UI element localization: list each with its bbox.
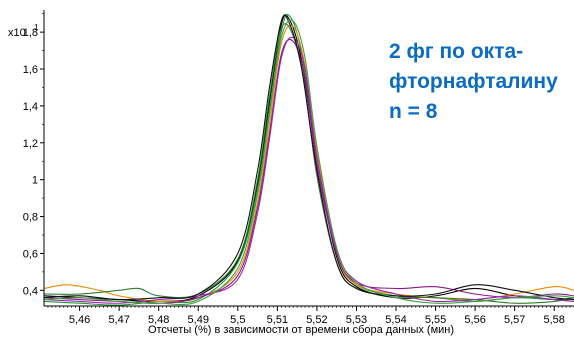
- y-tick-label: 1,6: [23, 64, 38, 76]
- annotation-line-2: фторнафталину: [389, 70, 558, 93]
- series-line-5: [43, 23, 574, 304]
- x-tick-label: 5,54: [385, 314, 406, 326]
- x-tick-label: 5,5: [230, 314, 245, 326]
- x-tick-label: 5,57: [504, 314, 525, 326]
- y-tick-label: 1: [32, 175, 38, 187]
- y-tick-label: 0,6: [23, 248, 38, 260]
- x-tick-label: 5,56: [464, 314, 485, 326]
- y-tick-label: 1,2: [23, 138, 38, 150]
- axes-layer: 5,46 5,47 5,48 5,49 5,5 5,51 5,52 5,53 5,54 5,55 5…: [23, 10, 574, 326]
- annotation-line-3: n = 8: [389, 100, 438, 123]
- x-tick-label: 5,49: [188, 314, 209, 326]
- annotation: 2 фг по окта-фторнафталину n = 8: [389, 40, 558, 123]
- y-multiplier-label: x10: [8, 27, 26, 39]
- x-tick-label: 5,55: [425, 314, 446, 326]
- series-line-3: [43, 24, 574, 303]
- x-tick-label: 5,53: [346, 314, 367, 326]
- y-tick-label: 0,4: [23, 285, 38, 297]
- y-tick-label: 1,8: [23, 27, 38, 39]
- y-tick-label: 1,4: [23, 101, 38, 113]
- annotation-line-1: 2 фг по окта-: [389, 40, 523, 63]
- series-line-8: [43, 19, 574, 306]
- series-line-7: [43, 14, 574, 301]
- y-multiplier-exponent: 1: [34, 23, 39, 32]
- y-tick-label: 0,8: [23, 212, 38, 224]
- series-line-6: [43, 36, 574, 304]
- series-layer: [43, 14, 574, 306]
- x-tick-label: 5,51: [267, 314, 288, 326]
- x-tick-label: 5,58: [544, 314, 565, 326]
- x-tick-label: 5,46: [69, 314, 90, 326]
- series-line-4: [43, 38, 574, 304]
- x-axis-label: Отсчеты (%) в зависимости от времени сбо…: [148, 324, 454, 336]
- x-tick-label: 5,47: [108, 314, 129, 326]
- x-tick-label: 5,48: [148, 314, 169, 326]
- x-tick-label: 5,52: [306, 314, 327, 326]
